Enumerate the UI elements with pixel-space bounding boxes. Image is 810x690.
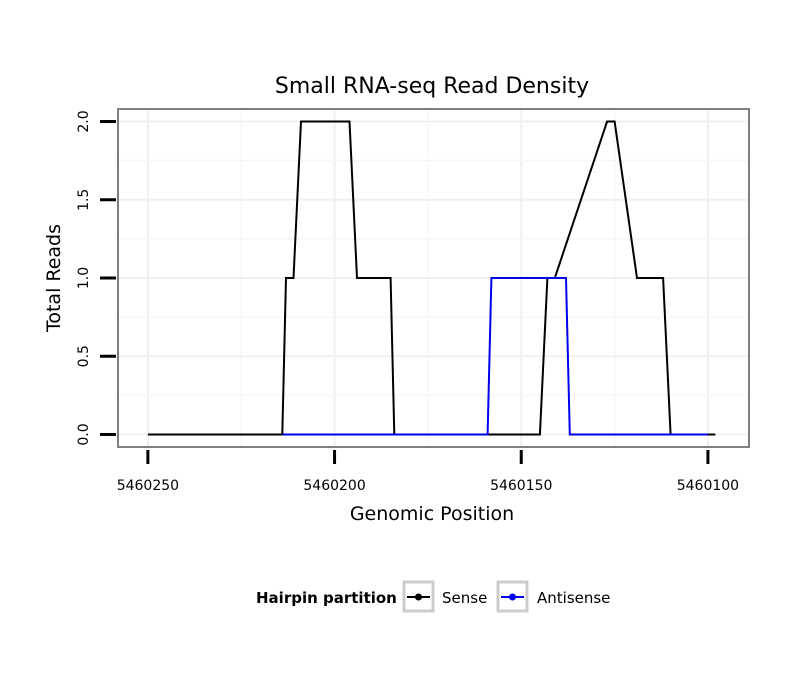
x-tick-label: 5460100 [677,478,739,494]
legend: Hairpin partition Sense Antisense [256,580,610,613]
series-line-sense [147,120,716,436]
grid-lines [119,110,748,446]
y-axis: 0.0 0.5 1.0 1.5 2.0 [76,110,116,446]
legend-point-antisense [509,593,516,601]
x-axis: 5460250 5460200 5460150 5460100 [117,450,739,494]
series-lines [147,120,716,436]
y-tick-label: 0.0 [76,423,92,445]
series-line-antisense [282,277,708,436]
legend-label-sense: Sense [442,589,487,607]
legend-label-antisense: Antisense [537,589,610,607]
chart-title: Small RNA-seq Read Density [275,74,589,99]
y-tick-label: 0.5 [76,345,92,367]
y-tick-label: 2.0 [76,110,92,132]
x-tick-label: 5460200 [303,478,365,494]
y-axis-title: Total Reads [43,224,65,333]
x-tick-label: 5460150 [490,478,552,494]
legend-point-sense [415,593,422,601]
legend-title: Hairpin partition [256,589,397,607]
y-tick-label: 1.0 [76,267,92,289]
x-axis-title: Genomic Position [350,503,514,525]
x-tick-label: 5460250 [117,478,179,494]
y-tick-label: 1.5 [76,189,92,211]
